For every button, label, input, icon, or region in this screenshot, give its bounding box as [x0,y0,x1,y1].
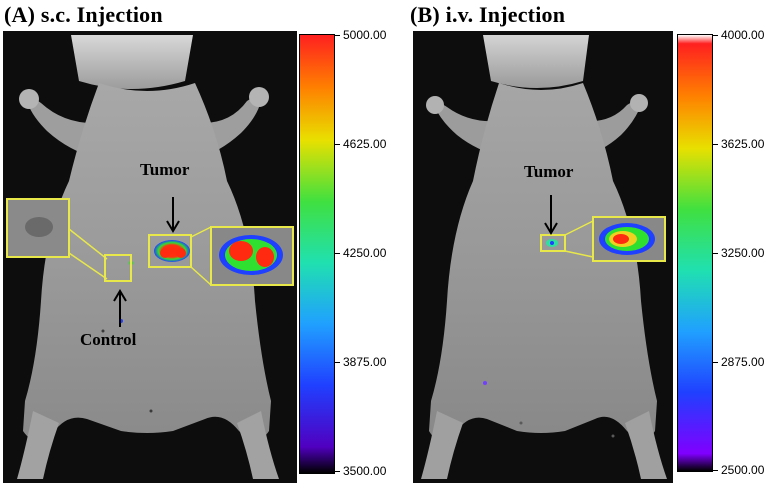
colorbar-a-tick-1: 4625.00 [343,137,387,151]
colorbar-a-tick-3: 3875.00 [343,355,387,369]
colorbar-b [677,34,713,472]
colorbar-b-tick-4: 2500.00 [721,463,765,477]
colorbar-a [299,34,335,474]
mouse-body-a [23,83,271,442]
mouse-body-b [429,83,657,442]
colorbar-a-tick-2: 4250.00 [343,246,387,260]
tumor-label-a: Tumor [140,160,190,179]
panel-b-image [413,31,673,483]
nose-cone-a [71,35,193,89]
panel-a-image [3,31,297,483]
panel-a-title: (A) s.c. Injection [4,2,163,27]
nose-cone-b [483,35,589,88]
mouse-a-illustration [6,35,294,479]
colorbar-b-tick-0: 4000.00 [721,28,765,42]
colorbar-a-tick-4: 3500.00 [343,464,387,478]
panel-b-title: (B) i.v. Injection [410,2,566,27]
colorbar-b-tick-2: 3250.00 [721,246,765,260]
mouse-b-illustration [421,35,667,479]
colorbar-b-tick-3: 2875.00 [721,355,765,369]
tumor-label-b: Tumor [524,162,574,181]
control-label-a: Control [80,330,137,349]
colorbar-a-tick-0: 5000.00 [343,28,387,42]
colorbar-b-tick-1: 3625.00 [721,137,765,151]
